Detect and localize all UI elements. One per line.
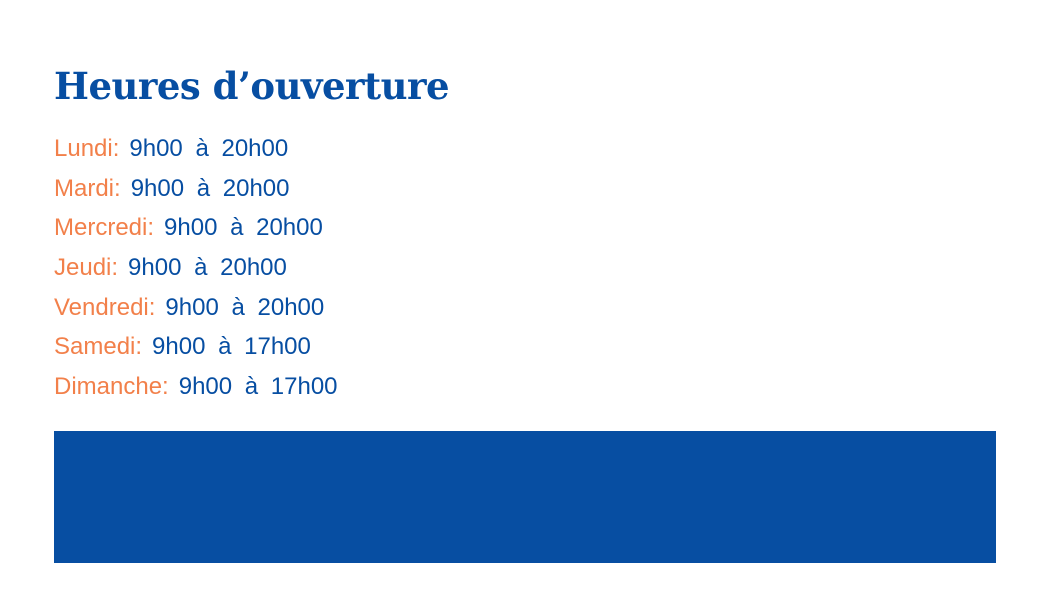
hours-row-sunday: Dimanche: 9h00 à 17h00	[54, 372, 338, 412]
time-range: 9h00 à 20h00	[130, 174, 290, 202]
day-label: Mardi:	[54, 174, 121, 202]
time-range: 9h00 à 20h00	[128, 254, 287, 282]
page-title: Heures d’ouverture	[54, 64, 450, 108]
hours-row-tuesday: Mardi: 9h00 à 20h00	[54, 174, 338, 214]
hours-row-friday: Vendredi: 9h00 à 20h00	[54, 293, 338, 333]
day-label: Samedi:	[54, 333, 143, 361]
time-range: 9h00 à 20h00	[129, 135, 289, 162]
day-label: Mercredi:	[54, 214, 155, 242]
hours-row-wednesday: Mercredi: 9h00 à 20h00	[54, 213, 338, 253]
time-range: 9h00 à 17h00	[152, 333, 311, 361]
blue-banner	[54, 431, 996, 563]
day-label: Dimanche:	[54, 373, 169, 401]
day-label: Jeudi:	[54, 254, 119, 282]
hours-row-thursday: Jeudi: 9h00 à 20h00	[54, 253, 338, 293]
time-range: 9h00 à 17h00	[178, 373, 338, 401]
time-range: 9h00 à 20h00	[164, 214, 323, 242]
hours-row-monday: Lundi: 9h00 à 20h00	[54, 134, 338, 174]
time-range: 9h00 à 20h00	[165, 293, 325, 321]
day-label: Vendredi:	[54, 293, 156, 321]
opening-hours-list: Lundi: 9h00 à 20h00 Mardi: 9h00 à 20h00 Me…	[54, 134, 338, 412]
hours-row-saturday: Samedi: 9h00 à 17h00	[54, 332, 338, 372]
day-label: Lundi:	[54, 135, 120, 162]
